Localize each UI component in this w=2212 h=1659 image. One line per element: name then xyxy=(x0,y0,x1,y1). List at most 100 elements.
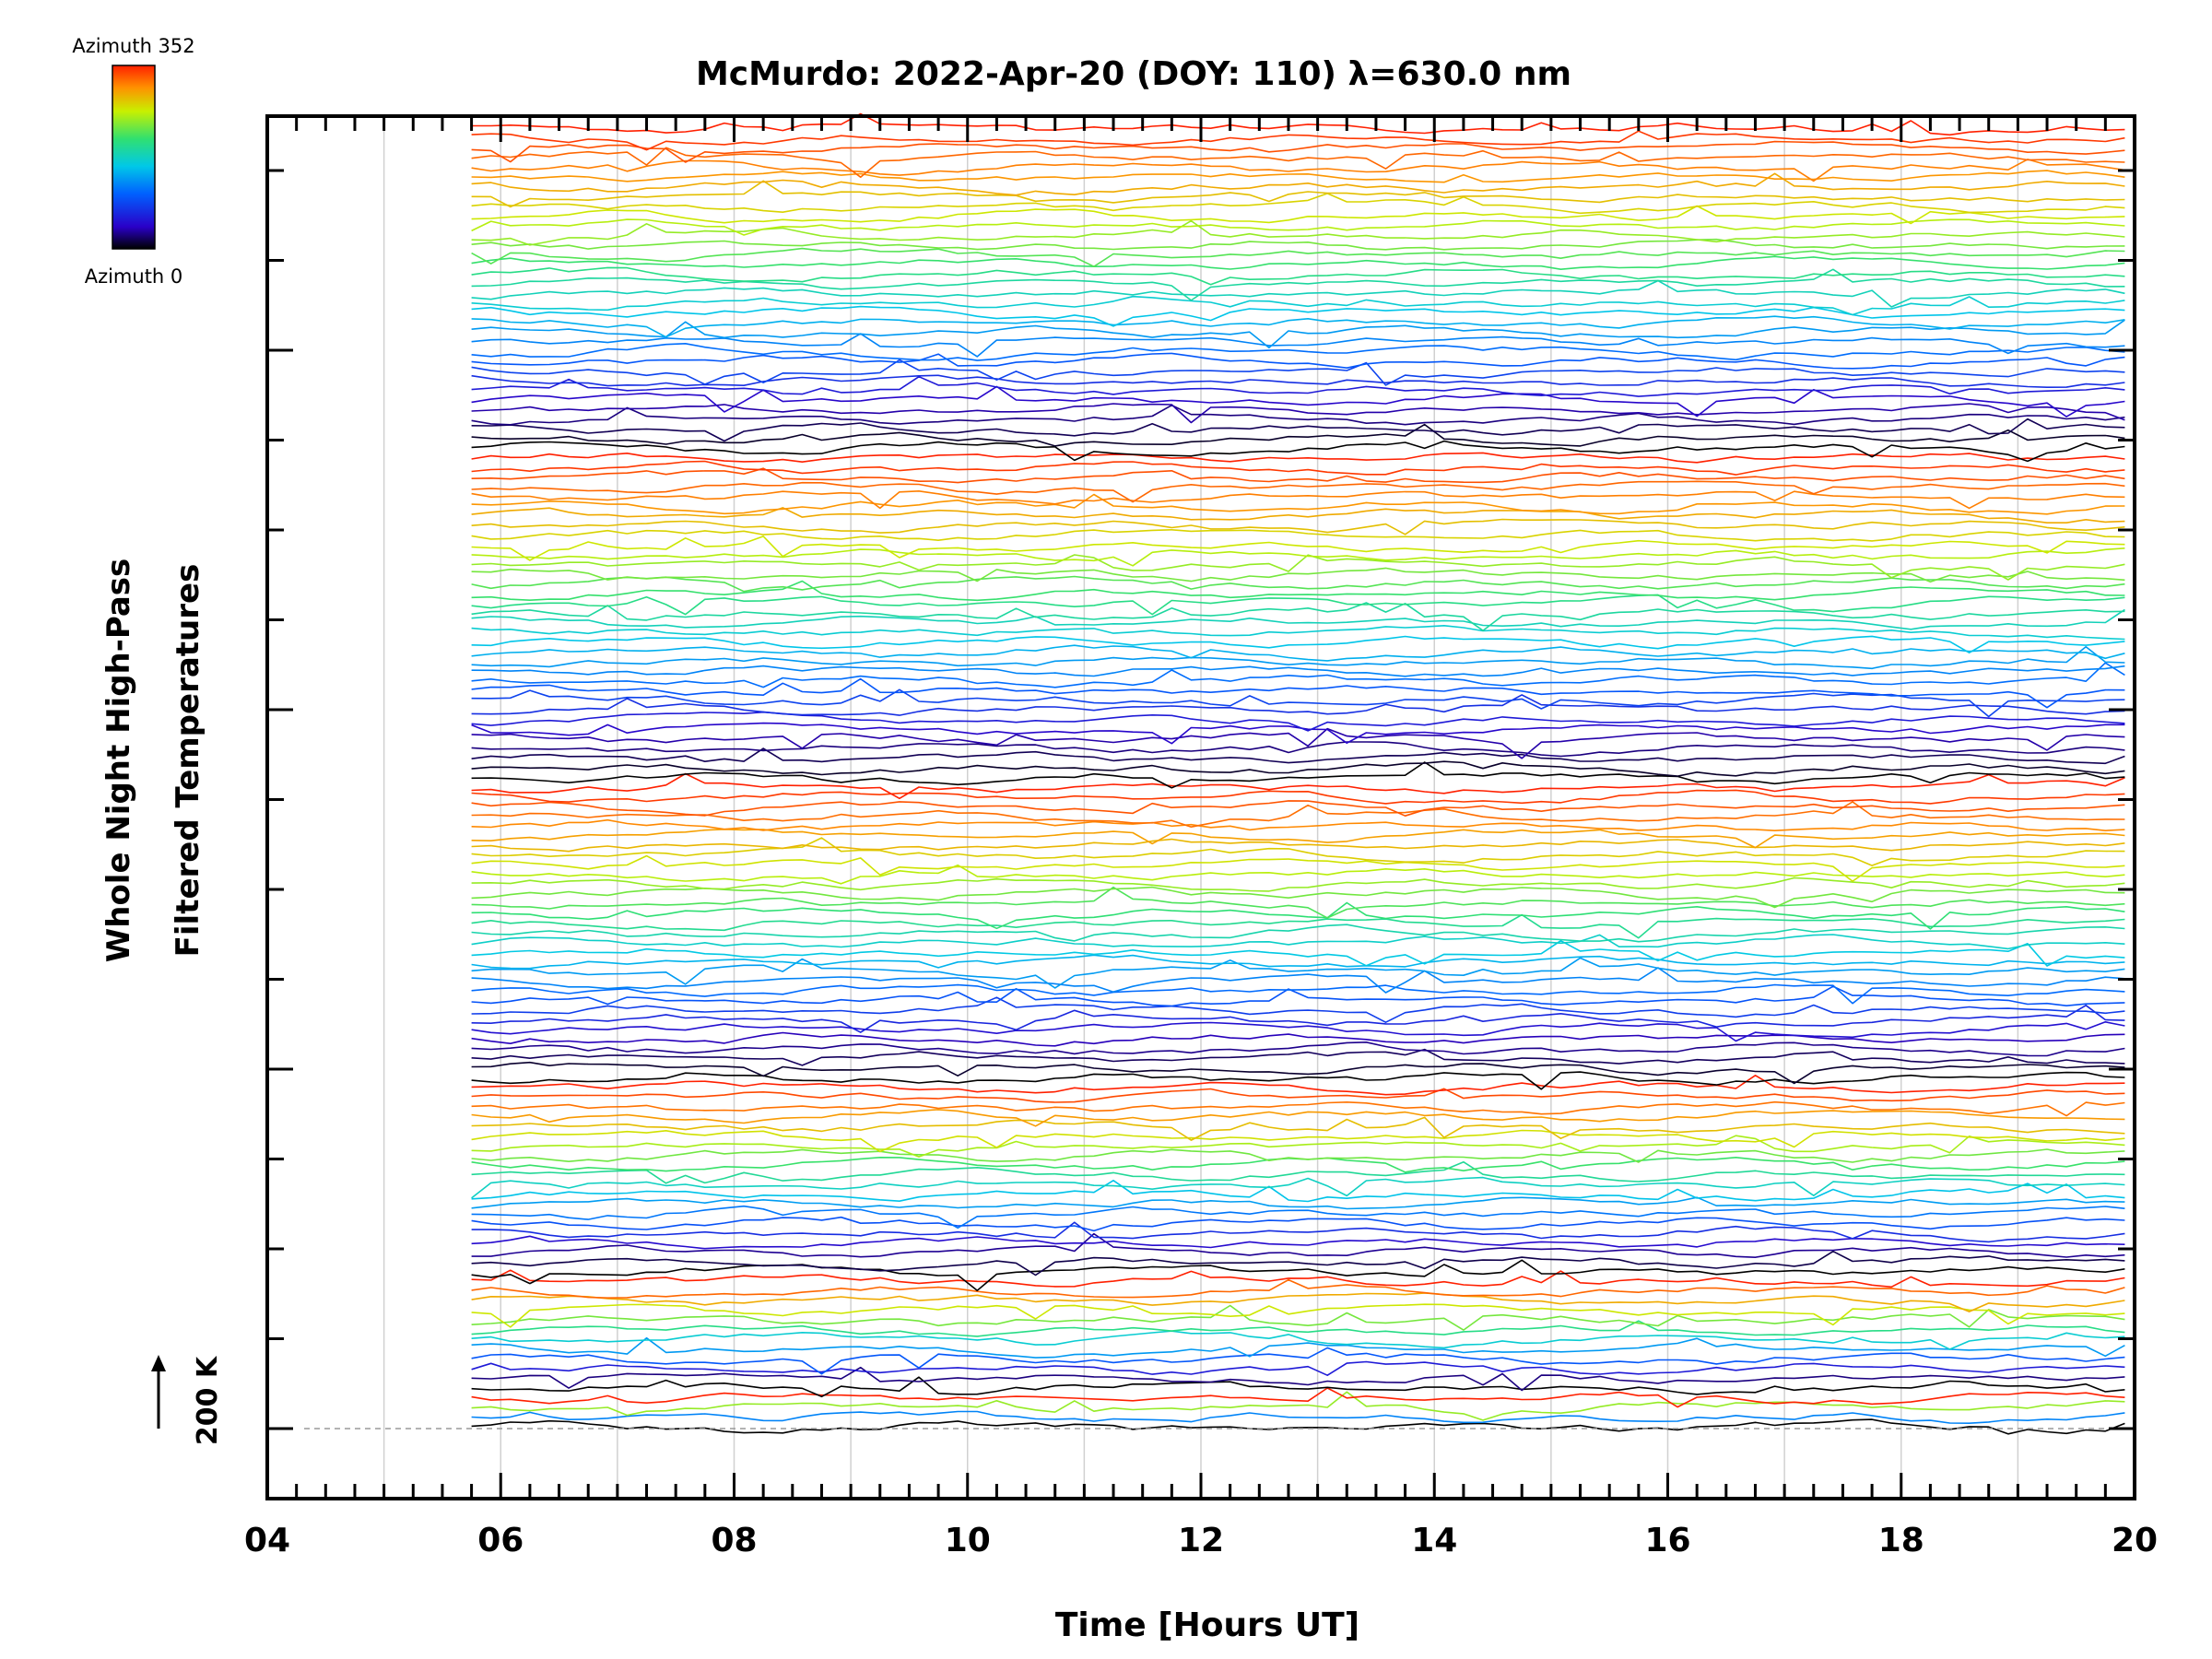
series-line xyxy=(471,423,2125,447)
series-line xyxy=(471,359,2125,386)
series-line xyxy=(471,1232,2125,1258)
series-line xyxy=(471,1235,2125,1250)
series-line xyxy=(471,554,2125,581)
series-line xyxy=(471,1366,2125,1392)
series-lines xyxy=(471,112,2125,1435)
series-line xyxy=(471,219,2125,246)
x-tick-label: 10 xyxy=(945,1522,991,1559)
x-tick-label: 06 xyxy=(477,1522,524,1559)
series-line xyxy=(471,608,2125,630)
series-line xyxy=(471,594,2125,616)
series-line xyxy=(471,385,2125,418)
series-line xyxy=(471,112,2125,136)
series-line xyxy=(471,1021,2125,1042)
series-line xyxy=(471,761,2125,789)
series-line xyxy=(471,913,2125,939)
colorbar xyxy=(112,65,156,250)
series-line xyxy=(471,567,2125,583)
gridlines xyxy=(382,116,2019,1499)
series-line xyxy=(471,1410,2125,1424)
series-line xyxy=(471,238,2125,251)
series-line xyxy=(471,1391,2125,1421)
series-line xyxy=(471,467,2125,484)
series-line xyxy=(471,528,2125,542)
series-line xyxy=(471,722,2125,745)
series-line xyxy=(471,170,2125,183)
series-line xyxy=(471,159,2125,182)
series-line xyxy=(471,957,2125,989)
series-line xyxy=(471,760,2125,777)
series-line xyxy=(471,800,2125,818)
series-line xyxy=(471,295,2125,316)
x-tick-label: 14 xyxy=(1411,1522,1457,1559)
series-line xyxy=(471,460,2125,476)
series-line xyxy=(471,1303,2125,1328)
series-line xyxy=(471,315,2125,338)
series-line xyxy=(471,789,2125,805)
series-line xyxy=(471,1176,2125,1199)
series-line xyxy=(471,480,2125,503)
y-axis-label: Whole Night High-Pass xyxy=(100,559,137,963)
y-axis-label-line2: Filtered Temperatures xyxy=(170,564,206,958)
series-line xyxy=(471,180,2125,208)
series-line xyxy=(471,374,2125,389)
scale-label: 200 K xyxy=(192,1355,224,1445)
series-line xyxy=(471,1005,2125,1033)
series-line xyxy=(471,665,2125,677)
x-tick-label: 04 xyxy=(244,1522,290,1559)
series-line xyxy=(471,854,2125,882)
series-line xyxy=(471,1088,2125,1103)
series-line xyxy=(471,1109,2125,1127)
series-line xyxy=(471,1259,2125,1291)
series-line xyxy=(471,1205,2125,1230)
series-line xyxy=(471,255,2125,271)
series-line xyxy=(471,547,2125,567)
series-line xyxy=(471,1216,2125,1232)
colorbar-top-label: Azimuth 352 xyxy=(72,35,194,57)
series-line xyxy=(471,1347,2125,1375)
series-line xyxy=(471,404,2125,426)
series-line xyxy=(471,1250,2125,1277)
series-line xyxy=(471,934,2125,950)
x-axis-label: Time [Hours UT] xyxy=(1055,1606,1359,1644)
series-line xyxy=(471,837,2125,866)
series-line xyxy=(471,1129,2125,1153)
series-line xyxy=(471,247,2125,268)
series-line xyxy=(471,741,2125,758)
series-line xyxy=(471,319,2125,349)
series-line xyxy=(471,1360,2125,1376)
series-line xyxy=(471,580,2125,602)
series-line xyxy=(471,711,2125,732)
series-line xyxy=(471,218,2125,236)
series-line xyxy=(471,624,2125,641)
series-line xyxy=(471,1320,2125,1337)
series-line xyxy=(471,1160,2125,1184)
series-line xyxy=(471,1196,2125,1210)
series-line xyxy=(471,602,2125,632)
series-line xyxy=(471,886,2125,909)
series-line xyxy=(471,1048,2125,1066)
series-line xyxy=(471,507,2125,524)
series-line xyxy=(471,727,2125,759)
series-line xyxy=(471,645,2125,670)
series-line xyxy=(471,1269,2125,1288)
series-line xyxy=(471,575,2125,593)
x-tick-label: 08 xyxy=(711,1522,757,1559)
series-line xyxy=(471,924,2125,943)
series-line xyxy=(471,996,2125,1023)
series-line xyxy=(471,828,2125,849)
series-line xyxy=(471,985,2125,1007)
series-line xyxy=(471,172,2125,196)
series-line xyxy=(471,305,2125,327)
series-line xyxy=(471,772,2125,800)
series-line xyxy=(471,967,2125,994)
series-line xyxy=(471,877,2125,892)
series-line xyxy=(471,1418,2125,1435)
series-line xyxy=(471,440,2125,463)
series-line xyxy=(471,518,2125,535)
x-tick-label: 18 xyxy=(1878,1522,1924,1559)
series-line xyxy=(471,130,2125,151)
series-line xyxy=(471,801,2125,829)
series-line xyxy=(471,983,2125,1005)
series-line xyxy=(471,1336,2125,1359)
